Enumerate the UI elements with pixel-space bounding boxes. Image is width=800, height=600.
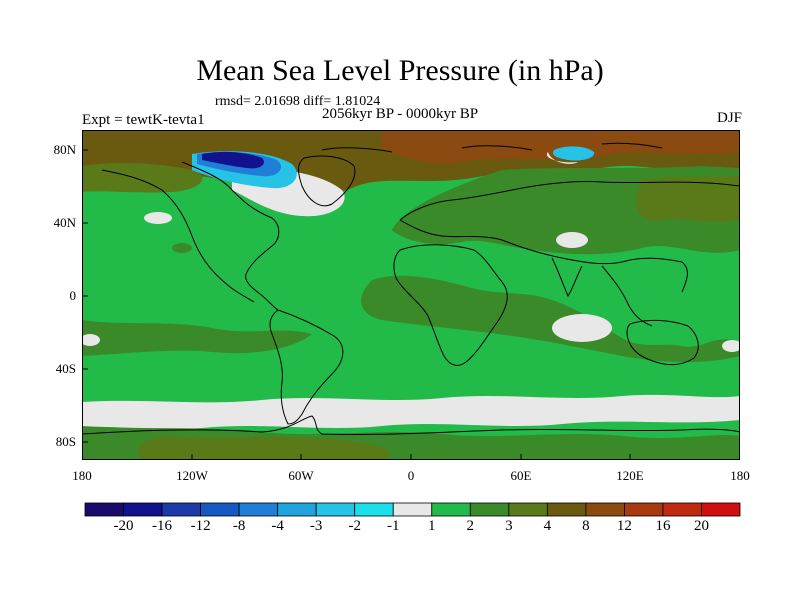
- colorbar-swatch: [277, 502, 317, 517]
- colorbar-swatch: [315, 502, 356, 517]
- africa-coast: [393, 244, 508, 366]
- colorbar-label: 20: [693, 518, 709, 534]
- north-america-west-coast: [101, 169, 255, 303]
- southeast-asia-coast: [601, 265, 653, 327]
- barents-neutral-rim: [546, 152, 578, 164]
- colorbar-label: -12: [190, 518, 211, 534]
- neutral-patch: [722, 340, 740, 352]
- neutral-patch: [144, 212, 172, 224]
- arctic-strong-high: [382, 130, 740, 164]
- map-title: Mean Sea Level Pressure (in hPa): [196, 54, 604, 87]
- colorbar-swatch: [354, 502, 394, 517]
- lon-label: 180: [72, 468, 92, 483]
- experiment-label: Expt = tewtK-tevta1: [82, 112, 205, 128]
- neutral-patch: [552, 314, 612, 342]
- india-coast: [551, 257, 583, 298]
- africa-positive-anomaly: [361, 275, 740, 363]
- lat-label: 40N: [53, 215, 76, 230]
- lon-label: 180: [730, 468, 750, 483]
- lon-label: 60W: [288, 468, 314, 483]
- colorbar-label: -8: [232, 518, 246, 534]
- colorbar-label: -3: [309, 518, 323, 534]
- antarctic-plus4: [138, 436, 390, 460]
- greenland-coast: [298, 155, 356, 207]
- baffin-negative-strong: [202, 151, 265, 169]
- colorbar-swatch: [508, 502, 548, 517]
- lon-label: 120W: [176, 468, 208, 483]
- neutral-patch: [556, 232, 588, 248]
- colorbar-swatch: [238, 502, 279, 517]
- colorbar-swatch: [585, 502, 625, 517]
- colorbar-label: -20: [113, 518, 134, 534]
- colorbar-label: 12: [616, 518, 632, 534]
- colorbar-label: -1: [386, 518, 400, 534]
- colorbar-swatch: [469, 502, 510, 517]
- colorbar-label: 2: [466, 518, 475, 534]
- colorbar-swatch: [84, 502, 124, 517]
- lat-label: 40S: [55, 361, 76, 376]
- colorbar-label: -2: [348, 518, 361, 534]
- colorbar-label: 16: [655, 518, 671, 534]
- lon-label: 60E: [510, 468, 532, 483]
- colorbar-swatch: [392, 502, 433, 517]
- axis-ticks: [82, 149, 631, 460]
- colorbar-swatch: [431, 502, 471, 517]
- colorbar-swatch: [200, 502, 240, 517]
- colorbar-label: -4: [271, 518, 284, 534]
- north-america-coast: [181, 161, 280, 311]
- colorbar-label: 8: [582, 518, 590, 534]
- southern-ocean-neutral: [82, 394, 740, 430]
- south-america-coast: [269, 309, 344, 425]
- season-label: DJF: [716, 110, 742, 126]
- stats-label: rmsd= 2.01698 diff= 1.81024: [215, 94, 381, 109]
- lat-label: 80N: [53, 142, 76, 157]
- colorbar-swatch: [546, 502, 587, 517]
- antarctica-coast: [82, 415, 740, 436]
- pressure-map: [82, 130, 740, 460]
- lon-label: 0: [407, 468, 415, 483]
- australia-coast: [626, 319, 699, 366]
- colorbar-swatch: [161, 502, 201, 517]
- coastlines: [82, 142, 740, 436]
- colorbar-label: 3: [505, 518, 513, 534]
- neutral-patch: [172, 243, 192, 253]
- north-pacific-high: [82, 163, 203, 193]
- period-label: 2056kyr BP - 0000kyr BP: [322, 106, 479, 122]
- lat-label: 0: [69, 288, 77, 303]
- arctic-islands: [321, 142, 663, 153]
- colorbar-swatch: [123, 502, 163, 517]
- neutral-patch: [82, 334, 100, 346]
- colorbar-swatch: [624, 502, 664, 517]
- south-pacific-anomaly: [82, 320, 312, 356]
- colorbar-label: -16: [152, 518, 173, 534]
- lat-label: 80S: [55, 434, 76, 449]
- neutral-patch: [708, 182, 736, 218]
- colorbar-swatch: [701, 502, 741, 517]
- colorbar-label: 4: [543, 518, 552, 534]
- colorbar-label: 1: [428, 518, 436, 534]
- lon-label: 120E: [616, 468, 644, 483]
- colorbar-swatch: [662, 502, 702, 517]
- barents-negative-patch: [552, 146, 595, 161]
- eurasia-coast: [399, 180, 740, 293]
